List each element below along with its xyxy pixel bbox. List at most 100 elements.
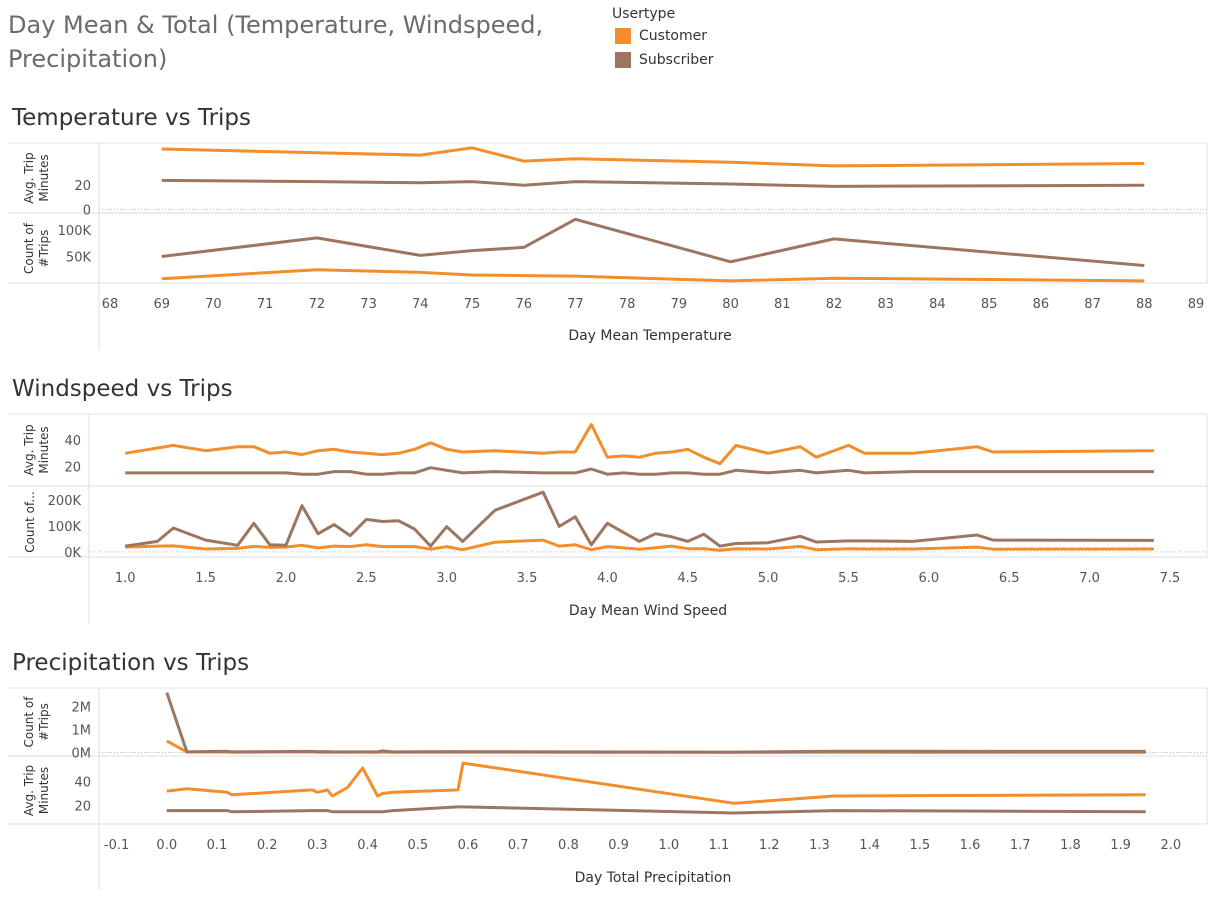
y-tick-label: 50K bbox=[66, 250, 92, 265]
x-tick-label: 2.0 bbox=[276, 571, 297, 586]
x-tick-label: 3.0 bbox=[436, 571, 457, 586]
series-line-customer bbox=[166, 761, 1146, 805]
x-tick-label: 6.5 bbox=[999, 571, 1020, 586]
legend-label-customer: Customer bbox=[639, 28, 708, 44]
x-tick-label: 2.5 bbox=[356, 571, 377, 586]
x-tick-label: 73 bbox=[360, 297, 377, 312]
y-axis-title: Count of bbox=[22, 222, 36, 274]
y-tick-label: 0 bbox=[83, 203, 91, 218]
x-tick-label: 7.0 bbox=[1079, 571, 1100, 586]
legend-title: Usertype bbox=[612, 6, 676, 22]
x-tick-label: 0.1 bbox=[207, 838, 228, 853]
legend-item-customer[interactable]: Customer bbox=[612, 24, 714, 48]
x-tick-label: 1.5 bbox=[909, 838, 930, 853]
x-tick-label: 4.0 bbox=[597, 571, 618, 586]
x-tick-label: 1.9 bbox=[1110, 838, 1131, 853]
legend-swatch-customer bbox=[615, 28, 631, 44]
y-tick-label: 100K bbox=[48, 520, 82, 535]
x-tick-label: 6.0 bbox=[918, 571, 939, 586]
chart-1: Temperature vs Trips 0 20 Avg. Trip Minutes 5… bbox=[8, 105, 1208, 350]
x-tick-label: 84 bbox=[929, 297, 946, 312]
x-tick-label: 81 bbox=[774, 297, 791, 312]
x-tick-label: 68 bbox=[102, 297, 119, 312]
y-tick-label: 200K bbox=[48, 494, 82, 509]
x-tick-label: 0.9 bbox=[608, 838, 629, 853]
y-tick-label: 100K bbox=[58, 224, 92, 239]
chart-2: Windspeed vs Trips 20 40 Avg. Trip Minutes 0K… bbox=[8, 376, 1208, 624]
legend-item-subscriber[interactable]: Subscriber bbox=[612, 48, 714, 72]
y-axis-title: #Trips bbox=[37, 230, 51, 268]
x-tick-label: 74 bbox=[412, 297, 429, 312]
y-axis-title: #Trips bbox=[37, 703, 51, 741]
y-tick-label: 40 bbox=[64, 434, 81, 449]
y-axis-title: Avg. Trip bbox=[22, 765, 36, 816]
x-tick-label: 1.8 bbox=[1060, 838, 1081, 853]
legend: Usertype Customer Subscriber bbox=[612, 4, 714, 72]
x-tick-label: 86 bbox=[1033, 297, 1050, 312]
series-line-subscriber bbox=[125, 466, 1154, 476]
y-axis-title: Minutes bbox=[37, 426, 51, 473]
x-tick-label: 1.0 bbox=[115, 571, 136, 586]
x-tick-label: 0.0 bbox=[156, 838, 177, 853]
legend-label-subscriber: Subscriber bbox=[639, 52, 714, 68]
x-tick-label: 71 bbox=[257, 297, 274, 312]
x-tick-label: 0.5 bbox=[407, 838, 428, 853]
y-tick-label: 40 bbox=[74, 775, 91, 790]
x-tick-label: 75 bbox=[464, 297, 481, 312]
y-tick-label: 20 bbox=[64, 460, 81, 475]
x-tick-label: 0.3 bbox=[307, 838, 328, 853]
x-tick-label: 80 bbox=[722, 297, 739, 312]
x-tick-label: 88 bbox=[1136, 297, 1153, 312]
series-line-subscriber bbox=[165, 692, 1146, 754]
y-tick-label: 20 bbox=[74, 179, 91, 194]
series-line-subscriber bbox=[124, 490, 1154, 548]
x-tick-label: 85 bbox=[981, 297, 998, 312]
x-tick-label: 79 bbox=[671, 297, 688, 312]
x-tick-label: 89 bbox=[1188, 297, 1205, 312]
x-tick-label: 77 bbox=[567, 297, 584, 312]
legend-swatch-subscriber bbox=[615, 52, 631, 68]
chart-title: Windspeed vs Trips bbox=[12, 376, 233, 402]
y-axis-title: Avg. Trip bbox=[22, 424, 36, 475]
series-line-customer bbox=[124, 423, 1154, 466]
x-tick-label: 5.0 bbox=[758, 571, 779, 586]
y-axis-title: Count of bbox=[22, 696, 36, 748]
x-tick-label: 1.2 bbox=[759, 838, 780, 853]
x-tick-label: 1.6 bbox=[960, 838, 981, 853]
x-tick-label: 82 bbox=[826, 297, 843, 312]
x-tick-label: 0.6 bbox=[458, 838, 479, 853]
x-tick-label: 5.5 bbox=[838, 571, 859, 586]
y-tick-label: 0M bbox=[72, 747, 92, 762]
y-tick-label: 20 bbox=[74, 800, 91, 815]
x-tick-label: 78 bbox=[619, 297, 636, 312]
chart-title: Temperature vs Trips bbox=[11, 105, 251, 131]
x-tick-label: 7.5 bbox=[1160, 571, 1181, 586]
series-line-customer bbox=[161, 146, 1145, 168]
series-line-customer bbox=[125, 538, 1154, 552]
x-tick-label: 1.4 bbox=[859, 838, 880, 853]
x-tick-label: 0.8 bbox=[558, 838, 579, 853]
x-tick-label: 1.3 bbox=[809, 838, 830, 853]
x-tick-label: 72 bbox=[309, 297, 326, 312]
x-tick-label: 1.5 bbox=[195, 571, 216, 586]
series-line-customer bbox=[161, 268, 1145, 283]
y-axis-title: Minutes bbox=[37, 154, 51, 201]
x-axis-title: Day Mean Temperature bbox=[568, 328, 731, 344]
x-tick-label: 1.0 bbox=[658, 838, 679, 853]
x-tick-label: -0.1 bbox=[104, 838, 129, 853]
series-line-subscriber bbox=[161, 178, 1145, 188]
x-tick-label: 1.7 bbox=[1010, 838, 1031, 853]
x-tick-label: 0.2 bbox=[257, 838, 278, 853]
chart-3: Precipitation vs Trips 0M 1M 2M Count of #Tri… bbox=[8, 650, 1208, 890]
y-axis-title: Avg. Trip bbox=[22, 152, 36, 203]
y-tick-label: 1M bbox=[72, 723, 92, 738]
y-axis-title: Count of... bbox=[23, 491, 37, 553]
x-tick-label: 87 bbox=[1084, 297, 1101, 312]
x-axis-title: Day Total Precipitation bbox=[575, 870, 732, 886]
x-tick-label: 4.5 bbox=[677, 571, 698, 586]
x-tick-label: 2.0 bbox=[1160, 838, 1181, 853]
page-title: Day Mean & Total (Temperature, Windspeed… bbox=[8, 11, 544, 73]
x-tick-label: 83 bbox=[877, 297, 894, 312]
series-line-subscriber bbox=[161, 217, 1145, 267]
